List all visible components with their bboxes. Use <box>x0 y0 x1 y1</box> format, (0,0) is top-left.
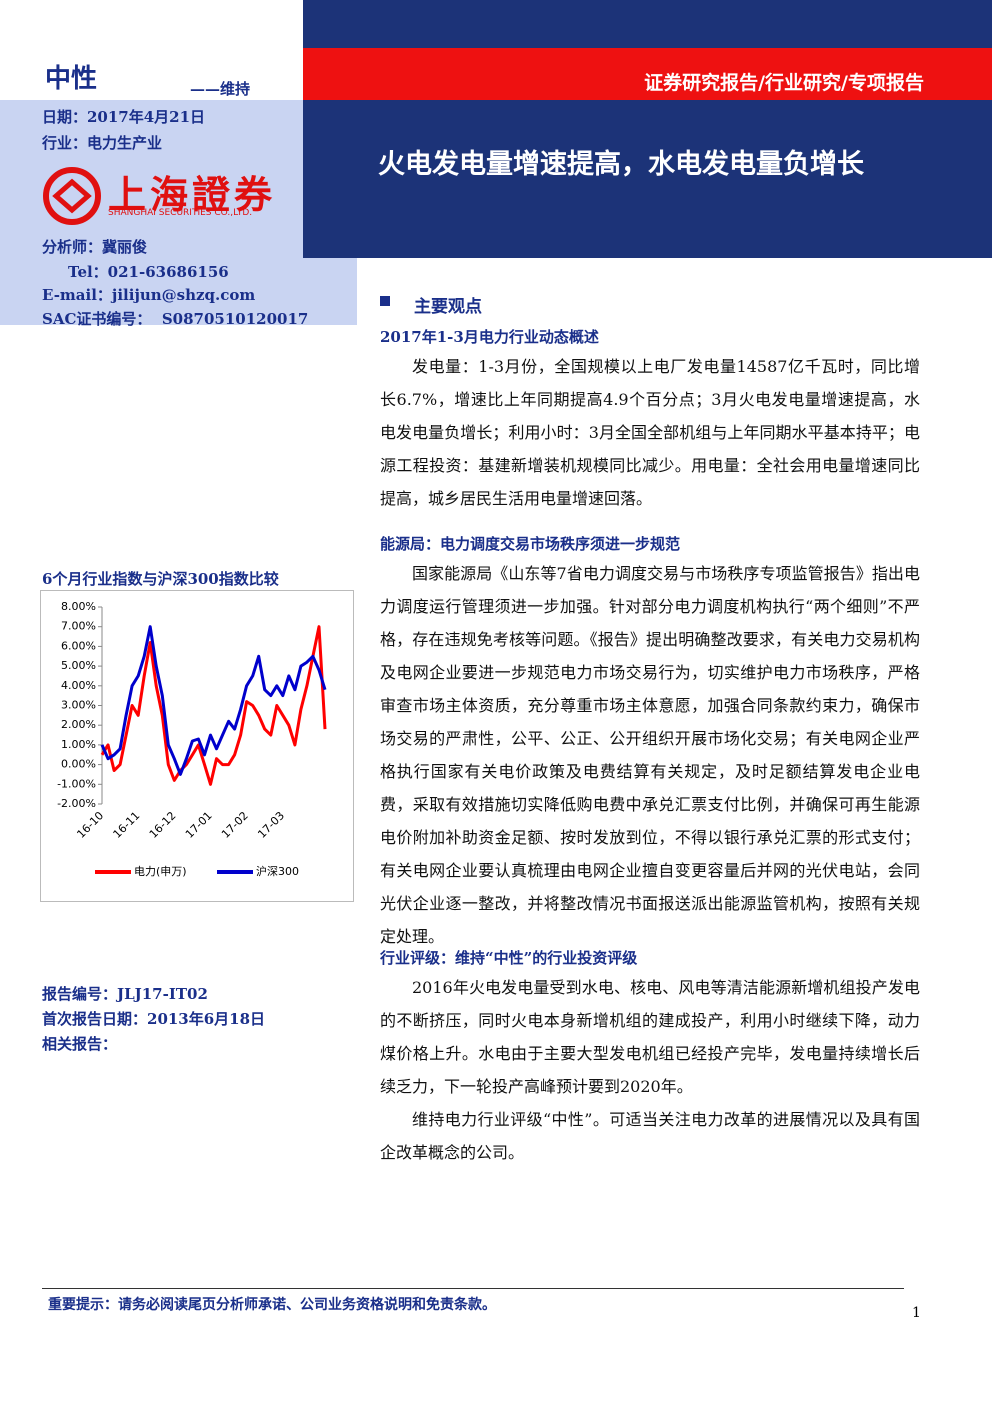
chart-title: 6个月行业指数与沪深300指数比较 <box>42 570 279 588</box>
y-tick-label: 2.00% <box>61 718 96 731</box>
y-tick-label: -1.00% <box>57 777 96 790</box>
logo-name: 上海證券 <box>108 172 277 217</box>
y-tick-label: -2.00% <box>57 797 96 810</box>
industry: 行业：电力生产业 <box>42 134 163 152</box>
title-band <box>303 100 992 258</box>
line-series <box>100 625 327 776</box>
info-box-ext <box>303 258 357 325</box>
footer-notice: 重要提示：请务必阅读尾页分析师承诺、公司业务资格说明和免责条款。 <box>48 1297 496 1313</box>
legend-label: 电力(申万) <box>134 865 187 878</box>
main-heading: 主要观点 <box>414 297 482 317</box>
bullet <box>380 296 390 306</box>
paragraph: 国家能源局《山东等7省电力调度交易与市场秩序专项监管报告》指出电力调度运行管理须… <box>380 564 920 946</box>
section-title: 能源局：电力调度交易市场秩序须进一步规范 <box>380 535 681 553</box>
y-tick-label: 4.00% <box>61 679 96 692</box>
page-number: 1 <box>912 1305 921 1321</box>
chart: -2.00% -1.00% 0.00% 1.00% 2.00% 3.00% 4.00% 5.0… <box>40 590 354 902</box>
related: 相关报告： <box>42 1035 118 1053</box>
y-tick-label: 8.00% <box>61 600 96 613</box>
legend-label: 沪深300 <box>256 864 299 878</box>
paragraph: 发电量：1-3月份，全国规模以上电厂发电量14587亿千瓦时，同比增长6.7%，… <box>380 357 920 508</box>
footer-rule <box>42 1288 904 1289</box>
report-type: 证券研究报告/行业研究/专项报告 <box>644 72 924 94</box>
paragraph: 2016年火电发电量受到水电、核电、风电等清洁能源新增机组投产发电的不断挤压，同… <box>380 978 920 1096</box>
logo-emblem <box>43 167 101 225</box>
rating-action: ——维持 <box>190 80 251 98</box>
report-title: 火电发电量增速提高，水电发电量负增长 <box>378 149 864 180</box>
y-tick-label: 5.00% <box>61 659 96 672</box>
analyst: 分析师：冀丽俊 <box>42 238 148 256</box>
y-tick-label: 0.00% <box>61 758 96 771</box>
paragraph: 维持电力行业评级“中性”。可适当关注电力改革的进展情况以及具有国企改革概念的公司… <box>380 1110 920 1162</box>
y-tick-label: 7.00% <box>61 620 96 633</box>
line-series <box>100 625 327 786</box>
email: E-mail：jilijun@shzq.com <box>42 286 256 304</box>
y-tick-label: 1.00% <box>61 738 96 751</box>
section-title: 行业评级：维持“中性”的行业投资评级 <box>380 949 638 967</box>
tel: Tel：021-63686156 <box>68 263 229 281</box>
sac: SAC证书编号： S0870510120017 <box>42 310 309 328</box>
header-red-band <box>303 48 992 100</box>
logo-name-en: SHANGHAI SECURITIES CO.,LTD. <box>108 208 253 218</box>
first-date: 首次报告日期：2013年6月18日 <box>42 1010 266 1028</box>
date: 日期：2017年4月21日 <box>42 108 206 126</box>
y-tick-label: 3.00% <box>61 699 96 712</box>
y-tick-label: 6.00% <box>61 639 96 652</box>
rating: 中性 <box>45 64 98 94</box>
section-title: 2017年1-3月电力行业动态概述 <box>380 328 599 346</box>
header-band <box>303 0 992 48</box>
report-no: 报告编号：JLJ17-IT02 <box>42 985 208 1003</box>
